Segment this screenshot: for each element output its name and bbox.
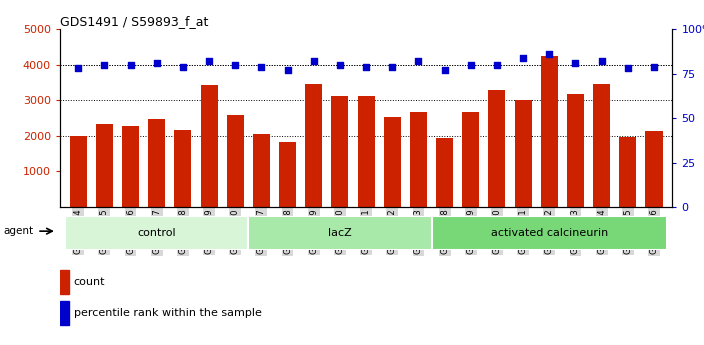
Point [151,60,163,66]
Bar [96,124,113,207]
Bar [201,86,218,207]
Bar [515,100,532,207]
Point [491,62,503,68]
Point [622,66,634,71]
Text: control: control [137,228,176,238]
Bar [358,96,375,207]
Point [413,59,424,64]
Point [596,59,608,64]
Bar [432,216,667,250]
Point [177,64,189,69]
Point [334,62,346,68]
Bar [148,119,165,207]
Point [125,62,136,68]
Bar [122,126,139,207]
Bar [249,216,432,250]
Bar [253,134,270,207]
Point [203,59,215,64]
Point [308,59,320,64]
Bar [436,138,453,207]
Point [465,62,477,68]
Bar [567,94,584,207]
Point [73,66,84,71]
Bar [463,112,479,207]
Bar [332,96,348,207]
Text: agent: agent [3,226,33,236]
Point [543,51,555,57]
Point [517,55,529,60]
Point [230,62,241,68]
Bar [306,84,322,207]
Point [439,67,451,73]
Bar [541,56,558,207]
Bar [279,141,296,207]
Text: percentile rank within the sample: percentile rank within the sample [74,308,261,318]
Bar [227,115,244,207]
Point [360,64,372,69]
Point [386,64,398,69]
Bar [593,84,610,207]
Bar [620,137,636,207]
Text: lacZ: lacZ [328,228,352,238]
Bar [60,301,69,325]
Text: GDS1491 / S59893_f_at: GDS1491 / S59893_f_at [60,15,208,28]
Point [648,64,660,69]
Text: activated calcineurin: activated calcineurin [491,228,608,238]
Point [282,67,293,73]
Point [570,60,581,66]
Bar [65,216,249,250]
Bar [60,270,69,294]
Bar [175,130,191,207]
Bar [384,117,401,207]
Bar [70,136,87,207]
Point [99,62,110,68]
Point [256,64,267,69]
Bar [410,112,427,207]
Bar [489,90,505,207]
Bar [646,131,662,207]
Text: count: count [74,277,105,287]
